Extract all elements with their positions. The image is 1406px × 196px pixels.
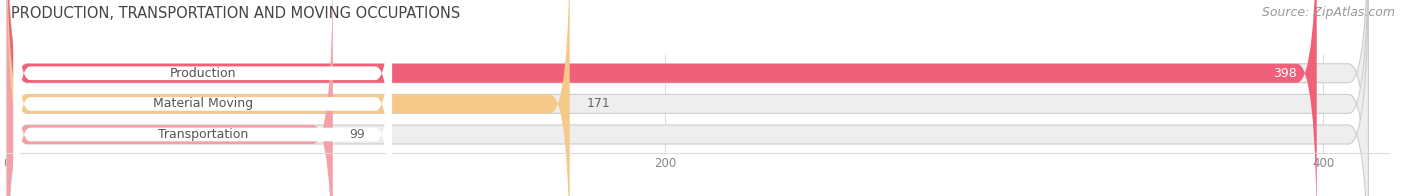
Text: 99: 99 [349, 128, 366, 141]
FancyBboxPatch shape [7, 0, 569, 196]
FancyBboxPatch shape [14, 0, 392, 196]
Text: PRODUCTION, TRANSPORTATION AND MOVING OCCUPATIONS: PRODUCTION, TRANSPORTATION AND MOVING OC… [11, 6, 461, 21]
FancyBboxPatch shape [7, 0, 1368, 196]
Text: 171: 171 [586, 97, 610, 110]
FancyBboxPatch shape [14, 0, 392, 196]
FancyBboxPatch shape [7, 0, 1317, 196]
FancyBboxPatch shape [7, 0, 333, 196]
Text: Transportation: Transportation [157, 128, 247, 141]
Text: Material Moving: Material Moving [153, 97, 253, 110]
FancyBboxPatch shape [7, 0, 1368, 196]
FancyBboxPatch shape [7, 0, 1368, 196]
FancyBboxPatch shape [14, 0, 392, 196]
Text: 398: 398 [1274, 67, 1296, 80]
Text: Production: Production [170, 67, 236, 80]
Text: Source: ZipAtlas.com: Source: ZipAtlas.com [1261, 6, 1395, 19]
